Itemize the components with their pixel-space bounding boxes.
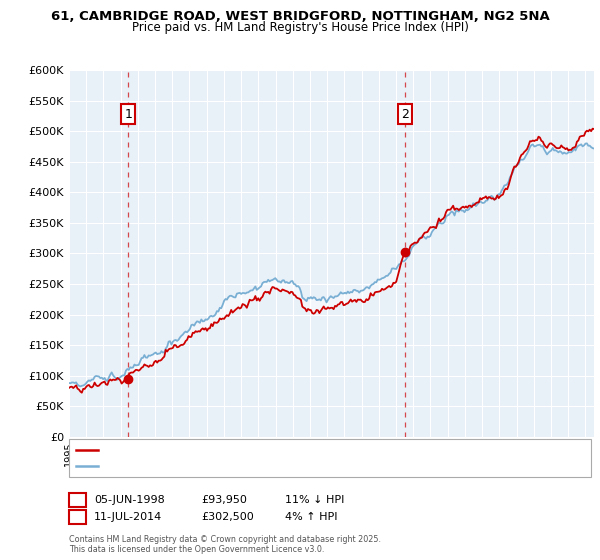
Text: £93,950: £93,950 xyxy=(201,494,247,505)
Text: 2: 2 xyxy=(73,510,82,524)
Text: 2: 2 xyxy=(401,108,409,120)
Text: Price paid vs. HM Land Registry's House Price Index (HPI): Price paid vs. HM Land Registry's House … xyxy=(131,21,469,34)
Text: £302,500: £302,500 xyxy=(201,512,254,522)
Text: 11-JUL-2014: 11-JUL-2014 xyxy=(94,512,163,522)
Text: 1: 1 xyxy=(73,493,82,506)
Text: Contains HM Land Registry data © Crown copyright and database right 2025.
This d: Contains HM Land Registry data © Crown c… xyxy=(69,535,381,554)
Text: 1: 1 xyxy=(124,108,132,120)
Text: 11% ↓ HPI: 11% ↓ HPI xyxy=(285,494,344,505)
Text: 61, CAMBRIDGE ROAD, WEST BRIDGFORD, NOTTINGHAM, NG2 5NA: 61, CAMBRIDGE ROAD, WEST BRIDGFORD, NOTT… xyxy=(50,10,550,23)
Text: HPI: Average price, detached house, Rushcliffe: HPI: Average price, detached house, Rush… xyxy=(101,461,329,472)
Text: 61, CAMBRIDGE ROAD, WEST BRIDGFORD, NOTTINGHAM, NG2 5NA (detached house): 61, CAMBRIDGE ROAD, WEST BRIDGFORD, NOTT… xyxy=(101,445,520,455)
Text: 05-JUN-1998: 05-JUN-1998 xyxy=(94,494,165,505)
Text: 4% ↑ HPI: 4% ↑ HPI xyxy=(285,512,337,522)
